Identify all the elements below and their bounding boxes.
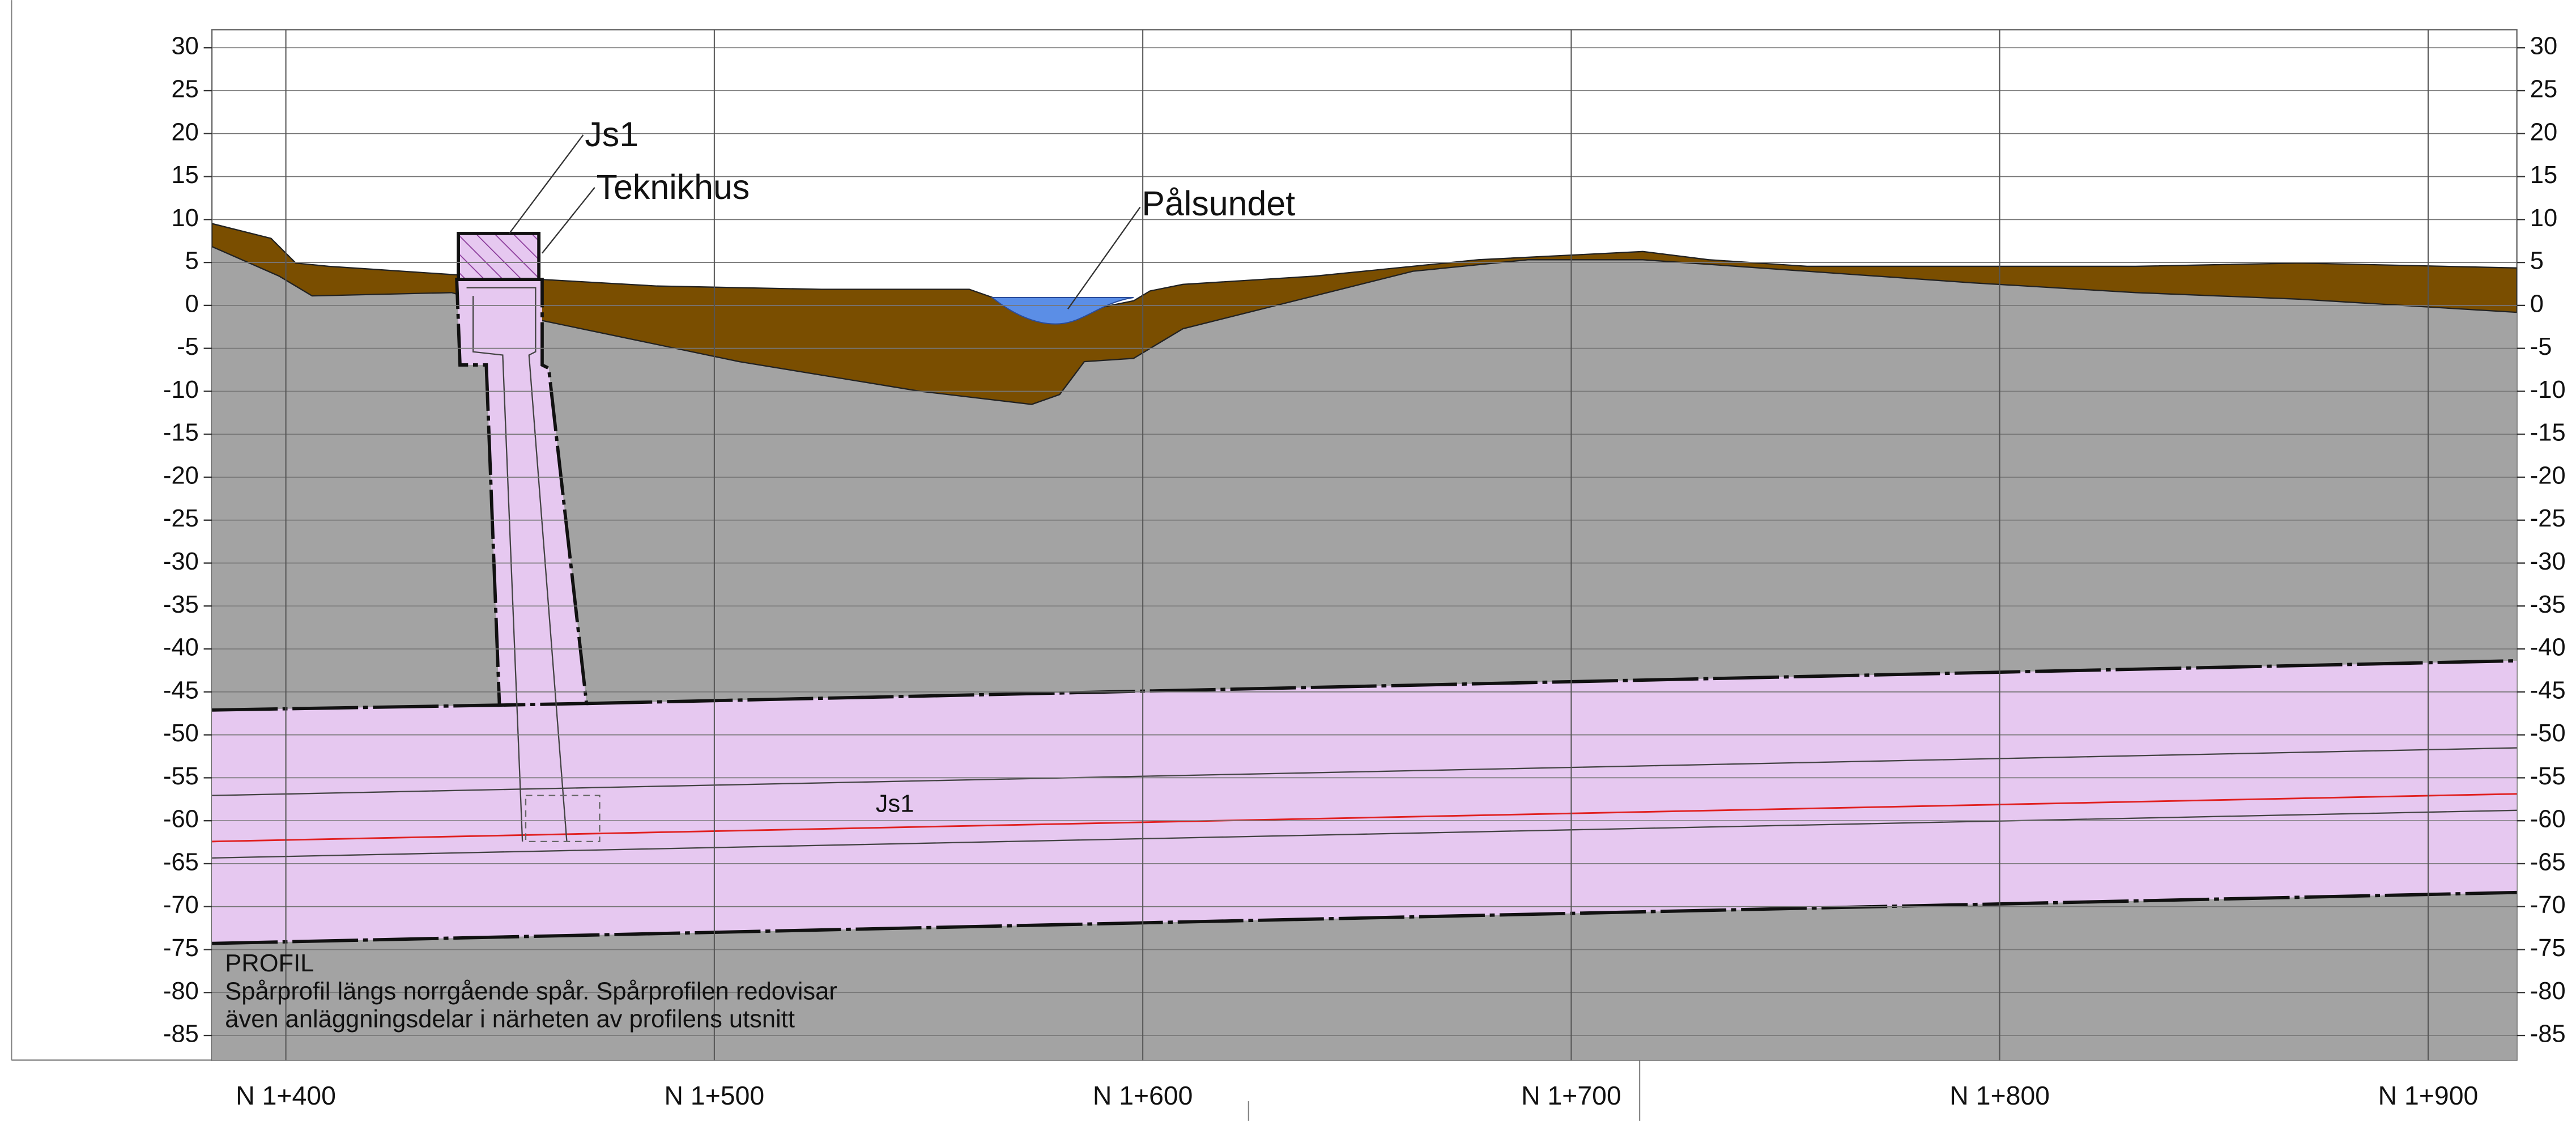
annotation: Pålsundet (1142, 184, 1295, 223)
y-tick-label: -65 (2530, 848, 2566, 876)
y-tick-label: -85 (2530, 1021, 2566, 1048)
track-line (212, 793, 2517, 843)
shaft-inner (472, 296, 523, 842)
y-tick-label: -15 (2530, 419, 2566, 447)
station-box (525, 795, 601, 843)
y-tick-label: -40 (163, 634, 199, 661)
annotation: Js1 (585, 115, 638, 154)
y-tick-label: 30 (172, 33, 199, 60)
note-line: Spårprofil längs norrgående spår. Spårpr… (225, 978, 837, 1005)
y-tick-label: -70 (163, 891, 199, 919)
x-tick-label: N 1+400 (236, 1081, 336, 1110)
y-tick-label: 5 (2530, 248, 2544, 275)
annotation: Js1 (876, 791, 914, 818)
y-tick-label: 5 (185, 248, 199, 275)
annotation: Teknikhus (597, 168, 750, 206)
water (990, 297, 1134, 325)
y-tick-label: -20 (2530, 462, 2566, 489)
y-tick-label: 15 (172, 162, 199, 189)
y-tick-label: -35 (2530, 591, 2566, 618)
y-tick-label: 25 (2530, 75, 2557, 103)
y-tick-label: -30 (2530, 548, 2566, 575)
x-tick-label: N 1+500 (665, 1081, 765, 1110)
y-tick-label: -25 (163, 505, 199, 532)
y-tick-label: 10 (172, 205, 199, 232)
y-tick-label: -5 (2530, 333, 2552, 360)
y-tick-label: -50 (2530, 720, 2566, 747)
geology (212, 223, 2517, 1060)
y-tick-label: -70 (2530, 891, 2566, 919)
soil (212, 223, 2517, 405)
y-tick-label: -40 (2530, 634, 2566, 661)
leader (542, 187, 595, 254)
y-tick-label: -10 (163, 376, 199, 404)
y-tick-label: -30 (163, 548, 199, 575)
rock-line (212, 809, 2517, 859)
y-tick-label: 10 (2530, 205, 2557, 232)
y-tick-label: 25 (172, 75, 199, 103)
y-tick-label: 0 (2530, 290, 2544, 317)
x-tick-label: N 1+600 (1093, 1081, 1193, 1110)
y-tick-label: -60 (2530, 806, 2566, 833)
y-tick-label: -55 (2530, 763, 2566, 790)
y-tick-label: 20 (172, 118, 199, 146)
y-tick-label: 15 (2530, 162, 2557, 189)
y-tick-label: 0 (185, 290, 199, 317)
teknikhus-box (457, 232, 541, 282)
y-tick-label: -15 (163, 419, 199, 447)
note-title: PROFIL (225, 950, 314, 977)
y-tick-label: -60 (163, 806, 199, 833)
leader (1067, 206, 1141, 309)
y-tick-label: -85 (163, 1021, 199, 1048)
shaft (455, 278, 589, 707)
note-line: även anläggningsdelar i närheten av prof… (225, 1006, 795, 1033)
x-tick-label: N 1+700 (1521, 1081, 1621, 1110)
grid: 30 30 25 25 20 20 15 15 10 10 5 5 0 0 -5 -5 -10 -10 -15 -15… (163, 29, 2566, 1110)
rock-line (212, 747, 2517, 796)
y-tick-label: -25 (2530, 505, 2566, 532)
y-tick-label: -75 (2530, 935, 2566, 962)
y-tick-label: -50 (163, 720, 199, 747)
y-tick-label: -80 (163, 978, 199, 1005)
y-tick-label: -10 (2530, 376, 2566, 404)
leader (509, 134, 584, 234)
x-tick-label: N 1+900 (2378, 1081, 2479, 1110)
shaft-inner (466, 287, 568, 842)
tunnel-bottom (212, 890, 2517, 945)
y-tick-label: -45 (2530, 677, 2566, 704)
y-tick-label: -80 (2530, 978, 2566, 1005)
tunnel-top (212, 703, 500, 712)
y-tick-label: 30 (2530, 33, 2557, 60)
y-tick-label: -5 (177, 333, 199, 360)
y-tick-label: -55 (163, 763, 199, 790)
tunnel-band (212, 660, 2517, 944)
y-tick-label: -35 (163, 591, 199, 618)
y-tick-label: -75 (163, 935, 199, 962)
y-tick-label: -65 (163, 848, 199, 876)
y-tick-label: -20 (163, 462, 199, 489)
x-tick-label: N 1+800 (1949, 1081, 2050, 1110)
y-tick-label: -45 (163, 677, 199, 704)
y-tick-label: 20 (2530, 118, 2557, 146)
